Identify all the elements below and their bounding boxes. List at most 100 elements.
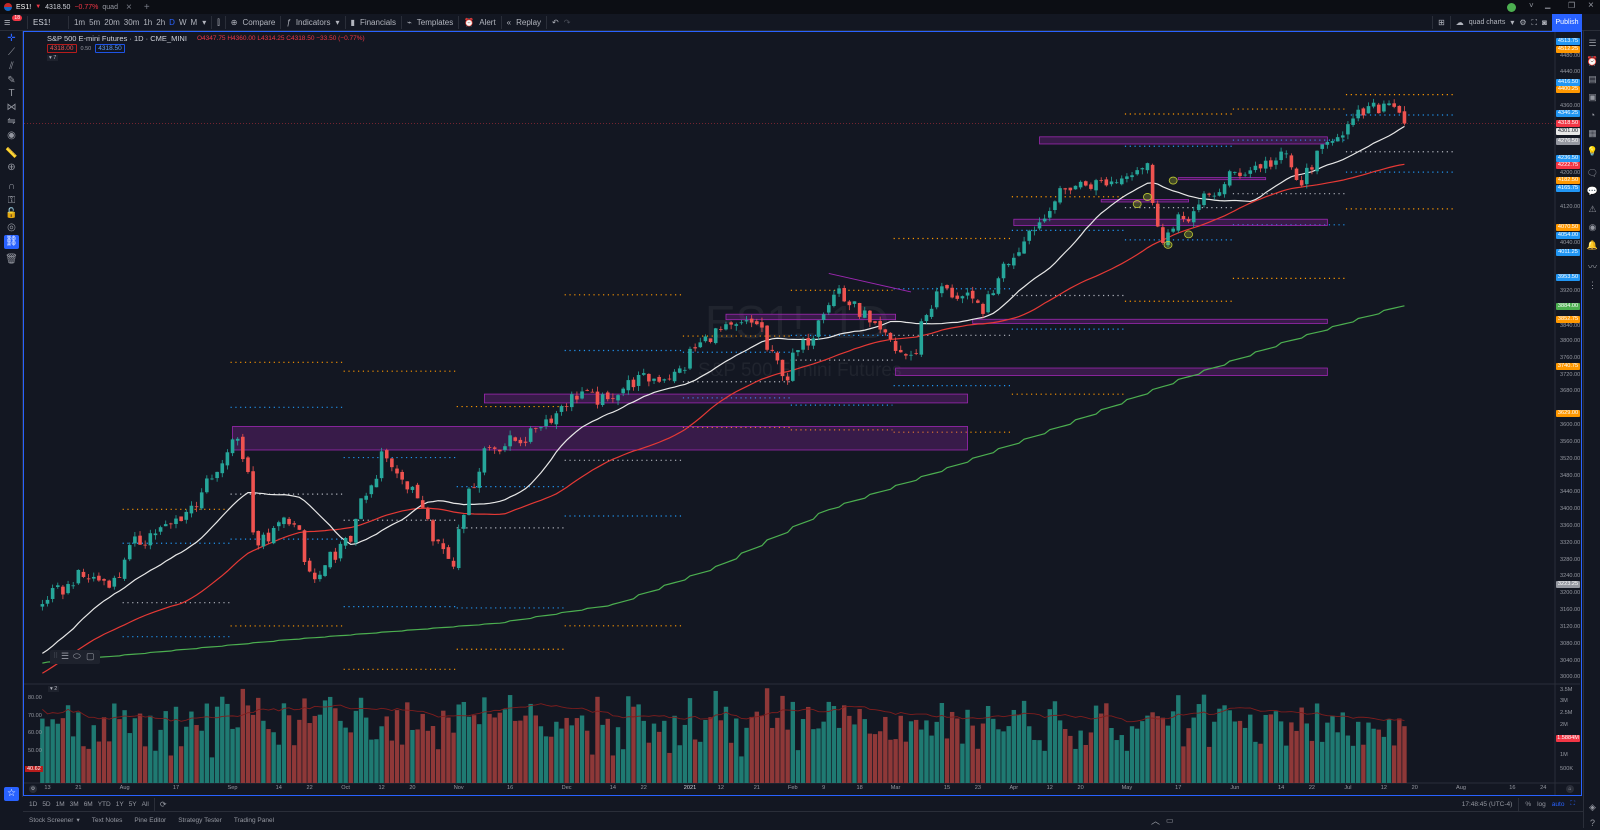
financials-icon[interactable]: ▮ [350,18,355,27]
range-5Y[interactable]: 5Y [128,800,137,808]
alarm-icon[interactable]: ⏰ [1586,56,1599,66]
visibility-icon[interactable]: ◎ [7,222,16,233]
link-icon[interactable]: ⛓ [4,235,19,249]
camera-icon[interactable]: ◙ [1542,18,1547,27]
avatar[interactable] [1507,3,1516,12]
panel-tab-text-notes[interactable]: Text Notes [91,816,123,824]
layout-dropdown-icon[interactable]: ▾ [1510,18,1515,27]
tab-symbol[interactable]: ES1! [16,3,32,11]
eye-icon[interactable]: ◉ [7,130,16,141]
menu-icon[interactable]: ≡ [4,16,11,29]
crosshair-icon[interactable]: ✛ [7,33,16,44]
interval-5m[interactable]: 5m [89,18,101,27]
new-tab-icon[interactable]: + [143,1,150,13]
layers-icon[interactable]: ◈ [1589,802,1596,812]
chats-icon[interactable]: 🗨 [1586,168,1599,178]
interval-D[interactable]: D [169,18,175,27]
indicators-button[interactable]: Indicators [295,18,331,27]
collapse-panel-icon[interactable]: ︿ [1151,815,1161,826]
chevron-down-icon[interactable]: ˅ [1529,1,1534,10]
interval-M[interactable]: M [190,18,198,27]
axis-scale-button[interactable]: ⌂ [1566,785,1574,793]
magnet-icon[interactable]: ∩ [7,181,16,192]
trend-line-icon[interactable]: ⟋ [8,47,15,58]
buy-price-button[interactable]: 4318.50 [95,44,125,53]
interval-30m[interactable]: 30m [123,18,140,27]
maximize-panel-icon[interactable]: ▭ [1166,815,1174,825]
indicators-dropdown-icon[interactable]: ▾ [335,18,340,27]
rectangle-icon[interactable]: ▢ [86,651,95,661]
zoom-in-icon[interactable]: ⊕ [7,162,16,173]
line-style-icon[interactable]: ☰ [61,651,70,661]
symbol-search[interactable]: ES1! [32,18,51,27]
percent-toggle[interactable]: % [1525,800,1532,808]
interval-2h[interactable]: 2h [156,18,166,27]
templates-button[interactable]: Templates [416,18,454,27]
alert-icon[interactable]: ⏰ [464,18,475,27]
sell-price-button[interactable]: 4318.00 [47,44,77,53]
news-icon[interactable]: ▤ [1588,74,1597,84]
panel-tab-strategy-tester[interactable]: Strategy Tester [178,816,222,824]
measure-icon[interactable]: ⇋ [7,116,16,127]
volume-collapse-button[interactable]: ▾ 2 [48,686,60,692]
help-icon[interactable]: ? [1589,818,1595,828]
interval-1h[interactable]: 1h [143,18,153,27]
range-All[interactable]: All [141,800,149,808]
text-icon[interactable]: T [8,88,15,99]
data-window-icon[interactable]: ▣ [1588,92,1597,102]
fib-icon[interactable]: ⫽ [9,61,14,72]
watchlist-icon[interactable]: ☰ [1588,38,1597,48]
interval-1m[interactable]: 1m [73,18,86,27]
layout-grid-icon[interactable]: ⊞ [1438,18,1445,27]
brush-icon[interactable]: ✎ [7,75,16,86]
interval-W[interactable]: W [178,18,187,27]
panel-tab-pine-editor[interactable]: Pine Editor [134,816,167,824]
range-1Y[interactable]: 1Y [115,800,124,808]
interval-dropdown-icon[interactable]: ▾ [202,18,207,27]
alert-button[interactable]: Alert [479,18,496,27]
fullscreen-toggle-icon[interactable]: ⛶ [1570,800,1575,807]
indicators-icon[interactable]: ƒ [286,18,291,27]
ruler-icon[interactable]: 📏 [5,148,18,159]
star-icon[interactable]: ☆ [4,787,19,801]
range-5D[interactable]: 5D [42,800,51,808]
collapse-indicators-button[interactable]: ▾ 7 [47,55,59,61]
streams-icon[interactable]: ◉ [1588,222,1597,232]
notifications-icon[interactable]: ⚠ [1588,204,1597,214]
restore-icon[interactable]: ❐ [1568,1,1576,10]
range-3M[interactable]: 3M [69,800,79,808]
layout-name[interactable]: quad charts [1468,19,1506,26]
redo-icon[interactable]: ↷ [563,18,571,27]
panel-tab-stock-screener[interactable]: Stock Screener [29,816,74,824]
templates-icon[interactable]: ⌁ [406,18,412,27]
undo-icon[interactable]: ↶ [552,18,559,27]
bell-icon[interactable]: 🔔 [1586,240,1599,250]
range-1M[interactable]: 1M [55,800,65,808]
time-axis-settings-button[interactable]: ⚙ [29,785,37,793]
goto-date-icon[interactable]: ⟳ [159,799,167,809]
log-toggle[interactable]: log [1537,800,1546,808]
gear-icon[interactable]: ⚙ [1519,18,1527,27]
trading-icon[interactable]: 〰 [1587,262,1597,272]
ideas-icon[interactable]: 💡 [1586,146,1599,156]
trash-icon[interactable]: 🗑 [5,254,18,265]
close-tab-icon[interactable]: × [125,1,132,13]
close-window-icon[interactable]: × [1588,0,1594,11]
drag-handle-icon[interactable]: ⠿ [53,653,59,660]
financials-button[interactable]: Financials [359,18,396,27]
fullscreen-icon[interactable]: ⛶ [1531,17,1538,27]
pattern-icon[interactable]: ⋈ [6,102,17,113]
screener-dropdown-icon[interactable]: ▾ [76,817,80,824]
replay-button[interactable]: Replay [516,18,542,27]
lock-drawings-icon[interactable]: ⚿ [7,195,16,206]
calendar-icon[interactable]: ▦ [1588,128,1597,138]
compare-button[interactable]: Compare [242,18,276,27]
candles-icon[interactable]: ⫿ [217,17,220,27]
minimize-icon[interactable]: ▁ [1545,2,1551,9]
auto-toggle[interactable]: auto [1551,800,1565,808]
range-YTD[interactable]: YTD [97,800,111,808]
compare-icon[interactable]: ⊕ [230,18,238,27]
comments-icon[interactable]: 💬 [1586,186,1599,196]
lock-icon[interactable]: 🔓 [5,208,18,219]
